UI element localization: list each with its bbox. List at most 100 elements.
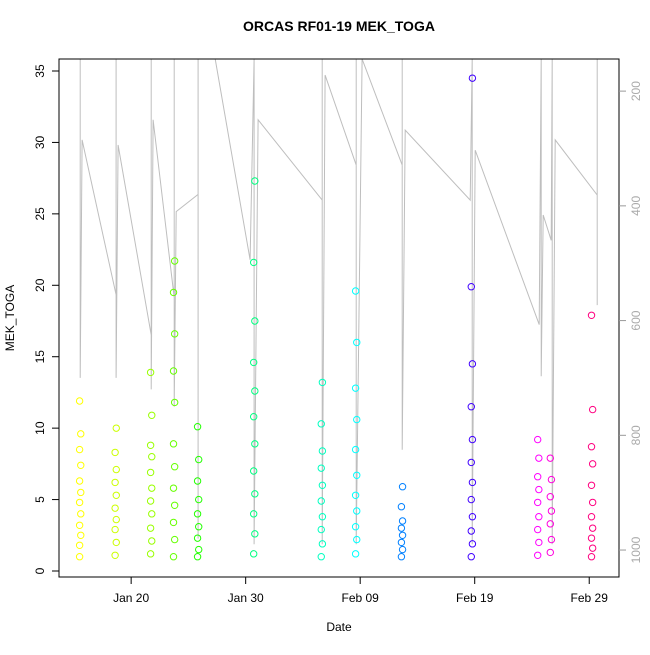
point [317,553,325,561]
point [467,458,475,467]
y-tick-label: 35 [33,64,47,78]
point [317,497,325,505]
point [467,495,475,504]
point [318,540,327,548]
point [77,510,85,518]
point [398,545,407,554]
point [251,440,259,448]
y-tick-label: 20 [33,278,47,292]
point [397,553,406,561]
point [169,484,178,492]
point [533,435,542,444]
point [112,491,120,499]
point [146,524,155,532]
point [111,551,119,559]
point [587,481,596,489]
y-tick-label: 0 [33,567,47,574]
point [251,530,259,538]
y2-tick-label: 400 [629,196,643,216]
point [111,448,119,457]
point [148,453,156,461]
point [535,538,543,547]
point [587,534,596,542]
point [351,491,360,499]
point [249,467,258,475]
point [588,524,597,532]
point [468,74,477,82]
point [317,525,325,534]
point [195,455,203,464]
point [588,498,597,507]
point [318,447,327,455]
point [75,498,84,507]
point [398,517,407,525]
point [170,501,179,509]
point [112,465,120,474]
point [353,338,361,347]
point [468,360,477,368]
point [397,503,406,511]
y-axis-label: MEK_TOGA [3,285,17,351]
x-tick-label: Jan 20 [113,591,149,605]
point [249,358,258,367]
point [77,488,85,497]
point [317,464,325,472]
point [546,548,554,557]
point [533,473,542,481]
point [351,523,360,531]
point [467,403,475,411]
point [533,498,542,507]
point [148,510,156,518]
point [193,553,202,561]
point [170,535,179,544]
point [587,311,596,319]
point [146,550,155,558]
point [351,445,360,454]
point [353,535,361,544]
point [318,481,327,489]
point [546,520,554,528]
point [111,504,119,512]
x-tick-label: Feb 19 [456,591,494,605]
point [318,513,327,521]
point [169,440,178,448]
point [251,387,259,395]
point [468,513,477,521]
y2-tick-label: 200 [629,81,643,101]
point [111,478,119,487]
point [249,413,258,421]
y2-tick-label: 1000 [629,536,643,563]
point [195,495,203,504]
profile-line [79,59,598,545]
point [148,537,156,545]
point [351,550,360,558]
point [193,534,202,542]
point [112,515,120,524]
y-tick-label: 10 [33,421,47,435]
point [467,527,475,535]
point [547,475,556,484]
point [170,330,179,338]
point [195,545,203,554]
point [533,551,542,559]
point [546,454,554,462]
point [75,541,84,549]
point [318,378,327,387]
point [353,415,361,424]
point [75,445,84,454]
point [547,535,556,544]
point [468,478,477,487]
point [169,518,178,527]
y2-tick-label: 600 [629,310,643,330]
point [468,540,477,548]
x-tick-label: Jan 30 [228,591,264,605]
point [146,441,155,449]
point [468,435,477,444]
point [351,287,360,295]
point [75,397,84,405]
point [533,525,542,534]
point [251,490,259,498]
y2-tick-label: 800 [629,425,643,445]
point [251,317,259,325]
